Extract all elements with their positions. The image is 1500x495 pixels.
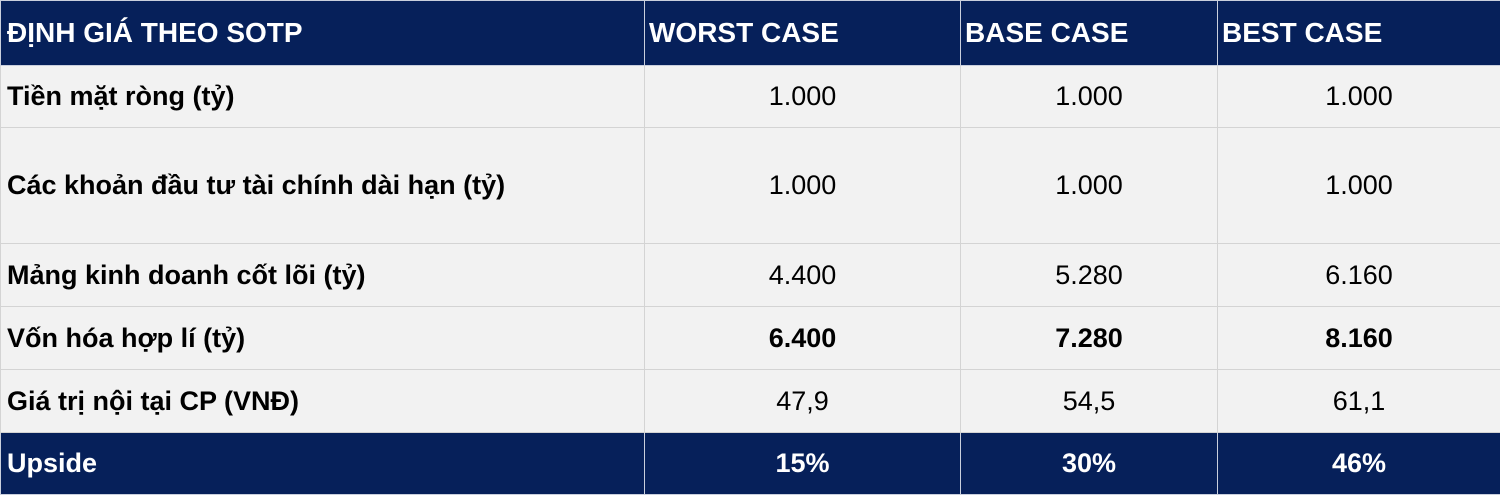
base-case-upside: 30% [961, 433, 1218, 495]
row-label: Vốn hóa hợp lí (tỷ) [1, 307, 645, 370]
base-case-value: 54,5 [961, 370, 1218, 433]
table-row: Vốn hóa hợp lí (tỷ) 6.400 7.280 8.160 [1, 307, 1500, 370]
best-case-value: 6.160 [1218, 244, 1500, 307]
row-label: Tiền mặt ròng (tỷ) [1, 66, 645, 128]
best-case-value: 61,1 [1218, 370, 1500, 433]
worst-case-value: 1.000 [645, 66, 961, 128]
table-title: ĐỊNH GIÁ THEO SOTP [1, 1, 645, 66]
header-base-case: BASE CASE [961, 1, 1218, 66]
best-case-value: 1.000 [1218, 66, 1500, 128]
base-case-value: 7.280 [961, 307, 1218, 370]
worst-case-value: 4.400 [645, 244, 961, 307]
table-row: Giá trị nội tại CP (VNĐ) 47,9 54,5 61,1 [1, 370, 1500, 433]
row-label: Giá trị nội tại CP (VNĐ) [1, 370, 645, 433]
worst-case-value: 47,9 [645, 370, 961, 433]
row-label: Mảng kinh doanh cốt lõi (tỷ) [1, 244, 645, 307]
header-row: ĐỊNH GIÁ THEO SOTP WORST CASE BASE CASE … [1, 1, 1500, 66]
table-row: Tiền mặt ròng (tỷ) 1.000 1.000 1.000 [1, 66, 1500, 128]
best-case-upside: 46% [1218, 433, 1500, 495]
header-best-case: BEST CASE [1218, 1, 1500, 66]
base-case-value: 1.000 [961, 128, 1218, 244]
worst-case-value: 6.400 [645, 307, 961, 370]
best-case-value: 8.160 [1218, 307, 1500, 370]
worst-case-value: 1.000 [645, 128, 961, 244]
table-row: Mảng kinh doanh cốt lõi (tỷ) 4.400 5.280… [1, 244, 1500, 307]
table-row: Các khoản đầu tư tài chính dài hạn (tỷ) … [1, 128, 1500, 244]
upside-label: Upside [1, 433, 645, 495]
worst-case-upside: 15% [645, 433, 961, 495]
upside-row: Upside 15% 30% 46% [1, 433, 1500, 495]
row-label: Các khoản đầu tư tài chính dài hạn (tỷ) [1, 128, 645, 244]
header-worst-case: WORST CASE [645, 1, 961, 66]
base-case-value: 5.280 [961, 244, 1218, 307]
best-case-value: 1.000 [1218, 128, 1500, 244]
base-case-value: 1.000 [961, 66, 1218, 128]
